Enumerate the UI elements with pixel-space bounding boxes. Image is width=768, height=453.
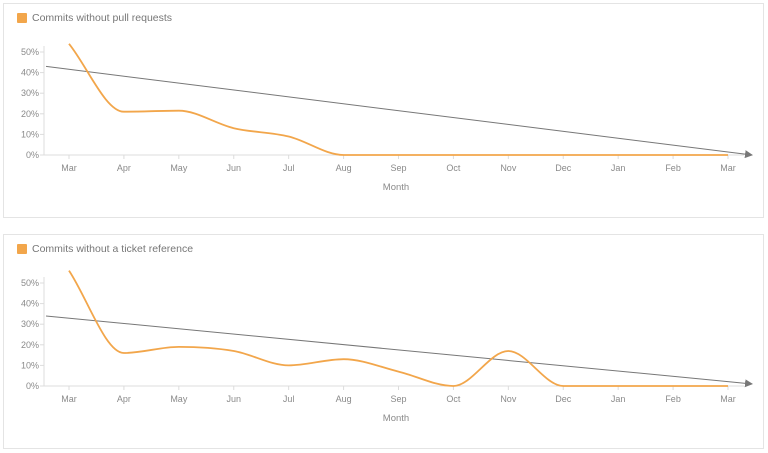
data-point[interactable] (396, 152, 402, 158)
data-point[interactable] (121, 350, 127, 356)
x-tick-label: Mar (720, 394, 736, 404)
x-tick-label: Nov (500, 394, 517, 404)
y-tick-label: 0% (26, 150, 39, 160)
x-tick-label: Mar (720, 163, 736, 173)
x-tick-label: Feb (665, 163, 681, 173)
data-point[interactable] (670, 152, 676, 158)
x-tick-label: Jun (226, 394, 241, 404)
y-tick-label: 20% (21, 340, 39, 350)
x-axis-title: Month (383, 413, 409, 424)
y-tick-label: 50% (21, 278, 39, 288)
data-point[interactable] (286, 133, 292, 139)
x-tick-label: Apr (117, 394, 131, 404)
x-tick-label: Jan (611, 163, 626, 173)
y-tick-label: 10% (21, 360, 39, 370)
data-point[interactable] (505, 152, 511, 158)
x-tick-label: Oct (446, 163, 461, 173)
data-point[interactable] (505, 348, 511, 354)
data-point[interactable] (286, 362, 292, 368)
data-point[interactable] (176, 344, 182, 350)
chart-legend[interactable]: Commits without a ticket reference (17, 243, 193, 255)
series-line (68, 43, 728, 156)
x-axis-title: Month (383, 182, 409, 193)
line-chart-ticket-reference: 0% 10% 20% 30% 40% 50% Mar Apr May Jun Jul Aug Sep O… (21, 268, 753, 424)
data-point[interactable] (121, 109, 127, 115)
x-tick-label: Sep (390, 163, 406, 173)
data-point[interactable] (66, 41, 72, 47)
y-tick-label: 10% (21, 129, 39, 139)
data-point[interactable] (66, 268, 72, 274)
data-point[interactable] (725, 383, 731, 389)
chart-legend[interactable]: Commits without pull requests (17, 12, 172, 24)
x-tick-label: Mar (61, 163, 77, 173)
x-tick-label: Nov (500, 163, 517, 173)
data-point[interactable] (231, 125, 237, 131)
legend-label: Commits without pull requests (32, 12, 173, 24)
data-point[interactable] (341, 152, 347, 158)
data-point[interactable] (725, 152, 731, 158)
x-tick-label: Jan (611, 394, 626, 404)
legend-swatch (17, 244, 27, 254)
data-point[interactable] (450, 383, 456, 389)
chart-panel-pull-requests: Commits without pull requests 0% 10% 20% 30… (3, 3, 764, 218)
x-tick-label: May (170, 163, 188, 173)
legend-label: Commits without a ticket reference (32, 243, 194, 255)
y-tick-label: 20% (21, 109, 39, 119)
y-tick-label: 40% (21, 299, 39, 309)
data-point[interactable] (560, 383, 566, 389)
x-tick-label: Oct (446, 394, 461, 404)
x-tick-label: May (170, 394, 188, 404)
data-point[interactable] (615, 383, 621, 389)
y-tick-label: 30% (21, 319, 39, 329)
data-point[interactable] (450, 152, 456, 158)
line-chart-pull-requests: 0% 10% 20% 30% 40% 50% Mar Apr May Jun Jul Aug Sep O… (21, 41, 753, 193)
data-point[interactable] (560, 152, 566, 158)
x-tick-label: Jul (283, 394, 295, 404)
x-tick-label: Dec (555, 394, 572, 404)
y-tick-label: 50% (21, 47, 39, 57)
x-tick-label: Jul (283, 163, 295, 173)
x-tick-label: Aug (336, 163, 352, 173)
x-tick-label: Dec (555, 163, 572, 173)
x-tick-label: Feb (665, 394, 681, 404)
y-tick-label: 0% (26, 381, 39, 391)
series-line (68, 270, 728, 387)
data-point[interactable] (670, 383, 676, 389)
data-point[interactable] (396, 369, 402, 375)
y-tick-label: 40% (21, 68, 39, 78)
chart-panel-ticket-reference: Commits without a ticket reference 0% 10%… (3, 234, 764, 449)
legend-swatch (17, 13, 27, 23)
x-tick-label: Apr (117, 163, 131, 173)
data-point[interactable] (231, 348, 237, 354)
x-tick-label: Mar (61, 394, 77, 404)
data-point[interactable] (615, 152, 621, 158)
x-tick-label: Jun (226, 163, 241, 173)
x-tick-label: Aug (336, 394, 352, 404)
data-point[interactable] (341, 356, 347, 362)
trend-line (45, 315, 753, 388)
y-tick-label: 30% (21, 88, 39, 98)
data-point[interactable] (176, 108, 182, 114)
trend-line (45, 65, 753, 159)
x-tick-label: Sep (390, 394, 406, 404)
